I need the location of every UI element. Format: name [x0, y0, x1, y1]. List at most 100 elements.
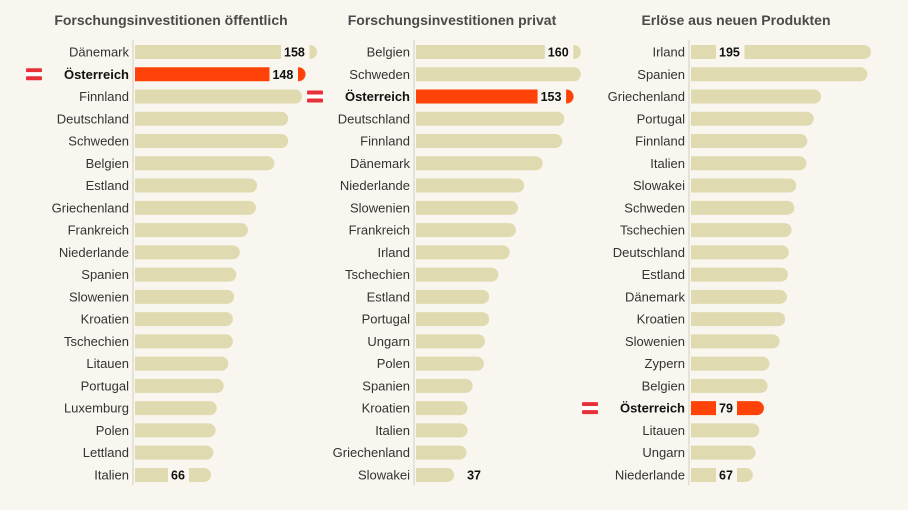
bar-dänemark — [135, 45, 318, 59]
category-label: Irland — [377, 245, 410, 260]
chart-panel-3: Erlöse aus neuen Produkten Irland 195 Spani… — [582, 12, 871, 485]
category-label: Kroatien — [362, 401, 410, 416]
category-label: Lettland — [83, 445, 129, 460]
category-label: Luxemburg — [64, 401, 129, 416]
category-label: Estland — [367, 289, 410, 304]
bar-italien — [416, 423, 468, 438]
category-label: Belgien — [86, 156, 129, 171]
category-label: Griechenland — [52, 200, 129, 215]
category-label: Tschechien — [620, 223, 685, 238]
category-label: Portugal — [81, 378, 130, 393]
category-label: Niederlande — [340, 178, 410, 193]
category-label: Zypern — [645, 356, 685, 371]
bar-finnland — [691, 134, 808, 149]
value-label: 158 — [284, 46, 305, 60]
category-label: Tschechien — [64, 334, 129, 349]
bar-slowenien — [416, 200, 518, 215]
category-label: Spanien — [81, 267, 129, 282]
category-label: Slowenien — [350, 200, 410, 215]
category-label: Frankreich — [349, 223, 410, 238]
category-label: Portugal — [637, 111, 686, 126]
bar-frankreich — [135, 223, 248, 238]
value-label-gap — [544, 44, 574, 60]
category-label: Österreich — [620, 401, 685, 416]
category-label: Finnland — [79, 89, 129, 104]
category-label: Polen — [96, 423, 129, 438]
category-label: Irland — [652, 45, 685, 60]
value-label: 67 — [719, 468, 733, 482]
category-label: Slowenien — [625, 334, 685, 349]
bar-frankreich — [416, 223, 516, 238]
bar-polen — [135, 423, 216, 438]
category-label: Frankreich — [68, 223, 129, 238]
bar-polen — [416, 356, 484, 371]
bar-tschechien — [135, 334, 233, 349]
bar-estland — [135, 178, 258, 193]
bar-slowakei — [691, 178, 797, 193]
category-label: Kroatien — [637, 312, 685, 327]
bar-litauen — [691, 423, 760, 438]
bar-finnland — [135, 89, 303, 104]
value-label: 195 — [719, 46, 740, 60]
austria-flag-icon — [26, 68, 42, 81]
value-label: 37 — [467, 468, 481, 482]
category-label: Ungarn — [642, 445, 685, 460]
bar-italien — [691, 156, 807, 171]
bar-schweden — [135, 134, 289, 149]
value-label-gap — [716, 44, 745, 60]
category-label: Niederlande — [615, 467, 685, 482]
bar-irland — [416, 245, 510, 260]
value-label-gap — [281, 44, 310, 60]
category-label: Finnland — [360, 134, 410, 149]
austria-flag-icon — [307, 90, 323, 103]
chart-panel-2: Forschungsinvestitionen privat Belgien 160… — [307, 12, 581, 485]
bar-schweden — [416, 67, 581, 82]
bar-belgien — [691, 378, 768, 393]
category-label: Schweden — [624, 200, 685, 215]
category-label: Italien — [94, 467, 129, 482]
category-label: Deutschland — [338, 111, 410, 126]
category-label: Ungarn — [367, 334, 410, 349]
category-label: Italien — [375, 423, 410, 438]
value-label-gap — [716, 466, 737, 483]
category-label: Italien — [650, 156, 685, 171]
bar-kroatien — [416, 401, 468, 416]
bar-luxemburg — [135, 401, 217, 416]
category-label: Griechenland — [608, 89, 685, 104]
category-label: Slowenien — [69, 289, 129, 304]
bar-tschechien — [416, 267, 499, 282]
bar-ungarn — [691, 445, 756, 460]
category-label: Österreich — [345, 89, 410, 104]
category-label: Dänemark — [625, 289, 685, 304]
bar-ungarn — [416, 334, 486, 349]
bar-spanien — [135, 267, 237, 282]
bar-zypern — [691, 356, 770, 371]
bar-spanien — [691, 67, 868, 82]
chart-title: Forschungsinvestitionen öffentlich — [54, 12, 287, 28]
bar-slowakei — [416, 467, 455, 482]
value-label: 148 — [272, 68, 293, 82]
category-label: Dänemark — [350, 156, 410, 171]
value-label: 160 — [548, 46, 569, 60]
category-label: Schweden — [68, 134, 129, 149]
bar-griechenland — [416, 445, 467, 460]
category-label: Belgien — [642, 378, 685, 393]
chart-title: Forschungsinvestitionen privat — [348, 12, 557, 28]
category-label: Niederlande — [59, 245, 129, 260]
category-label: Litauen — [642, 423, 685, 438]
value-label: 66 — [171, 468, 185, 482]
bar-litauen — [135, 356, 229, 371]
bar-estland — [416, 289, 490, 304]
category-label: Slowakei — [358, 467, 410, 482]
category-label: Dänemark — [69, 45, 129, 60]
chart-panel-1: Forschungsinvestitionen öffentlich Dänema… — [26, 12, 318, 485]
category-label: Portugal — [362, 312, 411, 327]
value-label-gap — [716, 400, 737, 417]
category-label: Kroatien — [81, 312, 129, 327]
bar-deutschland — [135, 111, 289, 126]
category-label: Litauen — [86, 356, 129, 371]
value-label-gap — [168, 466, 190, 483]
bar-portugal — [416, 312, 490, 327]
bar-spanien — [416, 378, 473, 393]
